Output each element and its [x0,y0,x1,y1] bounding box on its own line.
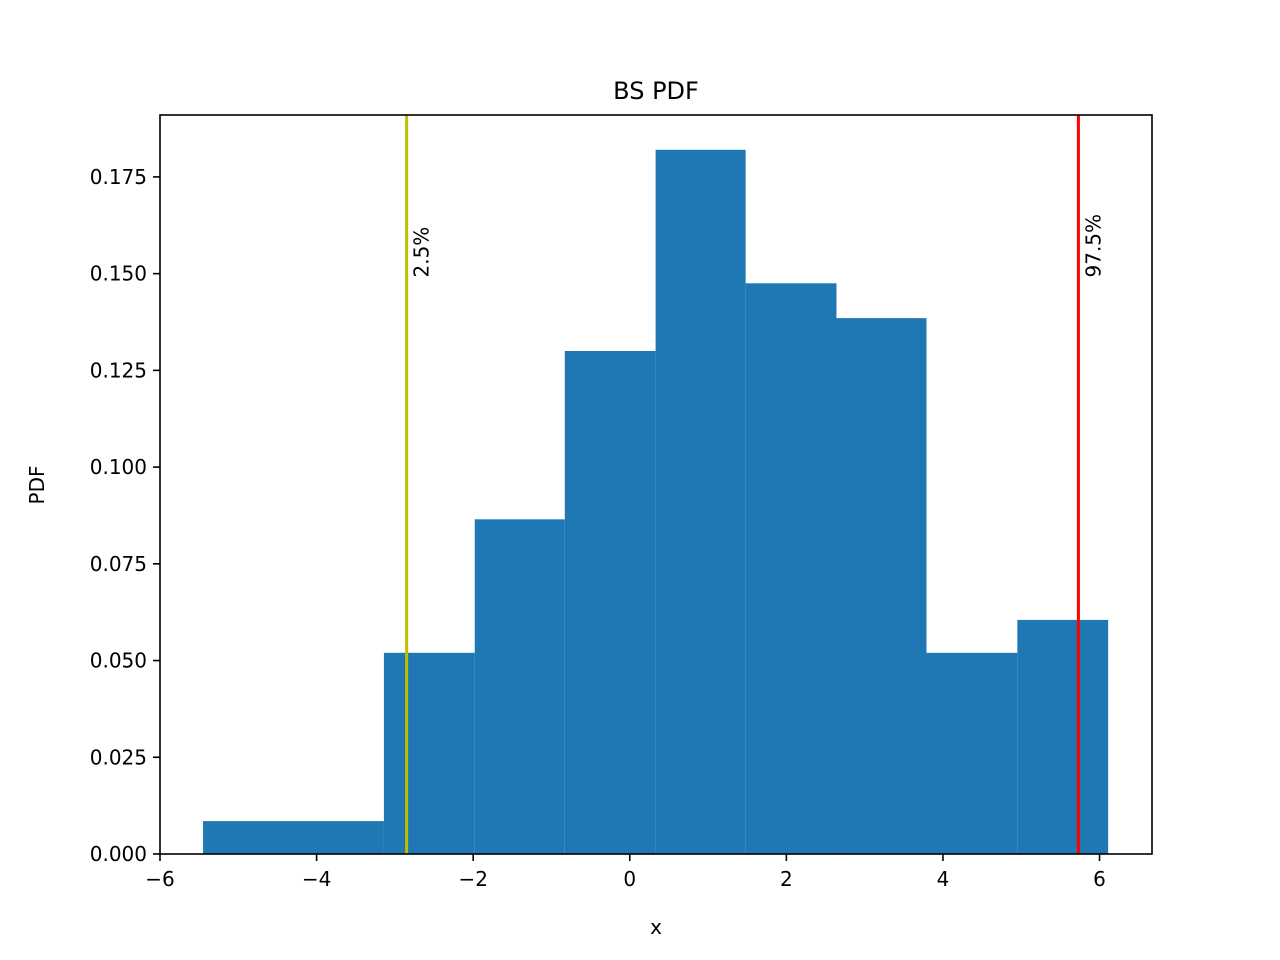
histogram-bars [203,149,1109,854]
histogram-bar [203,821,384,854]
plot-frame [159,114,1153,855]
x-tick-label: −4 [302,867,331,891]
percentile-label: 2.5% [410,227,434,278]
y-tick-label: 0.175 [90,165,147,189]
y-tick-label: 0.150 [90,262,147,286]
percentile-label: 97.5% [1081,214,1105,278]
y-tick-label: 0.050 [90,649,147,673]
histogram-bar [926,652,1018,854]
percentile-lines: 2.5% 97.5% [405,115,1105,854]
y-tick-label: 0.000 [90,842,147,866]
histogram-bar [474,519,565,854]
chart-title: BS PDF [613,77,699,105]
y-tick-label: 0.025 [90,745,147,769]
x-tick-label: 6 [1093,867,1106,891]
histogram-bar [564,351,656,854]
x-tick-label: 0 [623,867,636,891]
x-tick-label: 2 [780,867,793,891]
histogram-bar [836,318,927,854]
x-axis-ticks: −6 −4 −2 0 2 4 6 [145,854,1106,891]
histogram-bar [655,149,746,854]
y-tick-label: 0.100 [90,455,147,479]
y-axis-label: PDF [25,466,49,505]
x-tick-label: −2 [458,867,487,891]
y-axis-ticks: 0.000 0.025 0.050 0.075 0.100 0.125 0.150 0.175 [90,165,160,866]
histogram-bar [745,283,837,854]
y-tick-label: 0.075 [90,552,147,576]
x-axis-label: x [650,915,662,939]
histogram-bar [1017,619,1109,854]
y-tick-label: 0.125 [90,358,147,382]
histogram-bar [383,652,475,854]
x-tick-label: 4 [937,867,950,891]
x-tick-label: −6 [145,867,174,891]
